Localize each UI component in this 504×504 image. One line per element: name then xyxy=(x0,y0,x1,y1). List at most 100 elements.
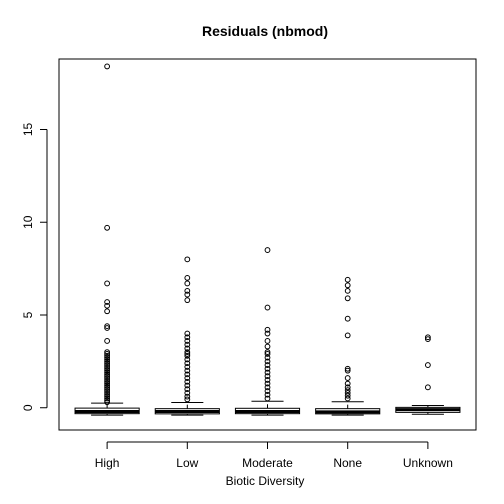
outlier-unknown-3 xyxy=(424,384,431,391)
outlier-high-4 xyxy=(104,302,111,309)
outlier-high-29 xyxy=(104,386,111,393)
outlier-high-5 xyxy=(104,308,111,315)
outlier-low-17 xyxy=(184,367,191,374)
outlier-high-12 xyxy=(104,354,111,361)
outlier-moderate-18 xyxy=(264,391,271,398)
outlier-moderate-12 xyxy=(264,369,271,376)
outlier-moderate-0 xyxy=(264,247,271,253)
x-tick-label-none: None xyxy=(333,456,362,470)
plot-frame xyxy=(58,58,477,431)
outlier-high-7 xyxy=(104,325,111,331)
x-tick-label-low: Low xyxy=(176,456,198,470)
outlier-high-13 xyxy=(104,356,111,363)
outlier-high-18 xyxy=(104,365,111,372)
outlier-moderate-14 xyxy=(264,377,271,383)
outlier-low-8 xyxy=(184,338,191,344)
outlier-moderate-9 xyxy=(264,358,271,365)
box-group-high xyxy=(74,63,140,416)
outlier-high-2 xyxy=(104,280,111,287)
outlier-high-30 xyxy=(104,388,111,394)
outlier-low-9 xyxy=(184,341,191,348)
outlier-low-10 xyxy=(184,345,191,352)
outlier-high-15 xyxy=(104,360,111,367)
outlier-moderate-2 xyxy=(264,326,271,333)
outlier-none-0 xyxy=(344,276,351,283)
outlier-moderate-19 xyxy=(264,395,271,402)
outlier-high-31 xyxy=(104,390,111,396)
outlier-low-4 xyxy=(184,291,191,298)
outlier-none-6 xyxy=(344,365,351,372)
outlier-moderate-15 xyxy=(264,380,271,387)
outlier-moderate-10 xyxy=(264,362,271,368)
outlier-none-1 xyxy=(344,282,351,289)
outlier-high-21 xyxy=(104,371,111,378)
x-tick-label-high: High xyxy=(95,456,120,470)
outlier-moderate-16 xyxy=(264,384,271,391)
boxplot-groups xyxy=(74,63,461,416)
outlier-low-16 xyxy=(184,364,191,370)
outlier-none-5 xyxy=(344,332,351,339)
outlier-low-3 xyxy=(184,287,191,294)
outlier-low-7 xyxy=(184,334,191,341)
y-tick-label-15: 15 xyxy=(21,122,35,136)
outlier-moderate-5 xyxy=(264,343,271,350)
outlier-low-5 xyxy=(184,297,191,304)
outlier-none-4 xyxy=(344,315,351,322)
x-tick-label-moderate: Moderate xyxy=(242,456,293,470)
outlier-none-7 xyxy=(344,367,351,374)
outlier-none-12 xyxy=(344,390,351,396)
outlier-unknown-1 xyxy=(424,336,431,343)
x-axis: High Low Moderate None Unknown xyxy=(95,441,453,470)
x-axis-label: Biotic Diversity xyxy=(226,474,305,488)
outlier-high-23 xyxy=(104,375,111,381)
outlier-high-16 xyxy=(104,362,111,368)
outlier-high-0 xyxy=(104,63,111,70)
outlier-low-6 xyxy=(184,330,191,337)
outlier-high-24 xyxy=(104,377,111,383)
box-group-unknown xyxy=(395,334,461,415)
outlier-none-10 xyxy=(344,384,351,391)
outlier-high-14 xyxy=(104,358,111,365)
x-tick-label-unknown: Unknown xyxy=(403,456,453,470)
y-tick-label-10: 10 xyxy=(21,215,35,229)
outlier-moderate-3 xyxy=(264,330,271,337)
outlier-high-8 xyxy=(104,338,111,344)
outlier-none-2 xyxy=(344,287,351,294)
outlier-none-9 xyxy=(344,380,351,387)
outlier-low-11 xyxy=(184,349,191,355)
outlier-unknown-0 xyxy=(424,334,431,341)
outlier-low-24 xyxy=(184,393,191,400)
y-tick-label-0: 0 xyxy=(21,404,35,411)
outlier-low-2 xyxy=(184,280,191,287)
outlier-low-15 xyxy=(184,360,191,367)
outlier-none-13 xyxy=(344,392,351,399)
box-group-low xyxy=(154,256,220,416)
outlier-moderate-13 xyxy=(264,373,271,380)
outlier-high-33 xyxy=(104,393,111,400)
outlier-moderate-11 xyxy=(264,365,271,372)
outlier-high-6 xyxy=(104,323,111,330)
outlier-low-23 xyxy=(184,390,191,396)
outlier-moderate-17 xyxy=(264,388,271,394)
box-group-moderate xyxy=(234,247,301,416)
outlier-high-27 xyxy=(104,382,111,389)
outlier-low-12 xyxy=(184,351,191,357)
outlier-moderate-7 xyxy=(264,351,271,357)
outlier-high-35 xyxy=(104,397,111,404)
outlier-high-36 xyxy=(104,399,111,406)
outlier-none-8 xyxy=(344,375,351,381)
outlier-moderate-8 xyxy=(264,354,271,361)
outlier-low-0 xyxy=(184,256,191,263)
outlier-high-1 xyxy=(104,224,111,231)
outlier-low-1 xyxy=(184,274,191,281)
outlier-high-20 xyxy=(104,369,111,376)
outlier-none-14 xyxy=(344,395,351,402)
outlier-high-26 xyxy=(104,380,111,387)
y-axis: 0 5 10 15 xyxy=(21,122,48,411)
outlier-moderate-4 xyxy=(264,338,271,344)
outlier-moderate-1 xyxy=(264,304,271,311)
y-tick-label-5: 5 xyxy=(21,311,35,318)
outlier-high-9 xyxy=(104,349,111,355)
outlier-low-19 xyxy=(184,375,191,381)
